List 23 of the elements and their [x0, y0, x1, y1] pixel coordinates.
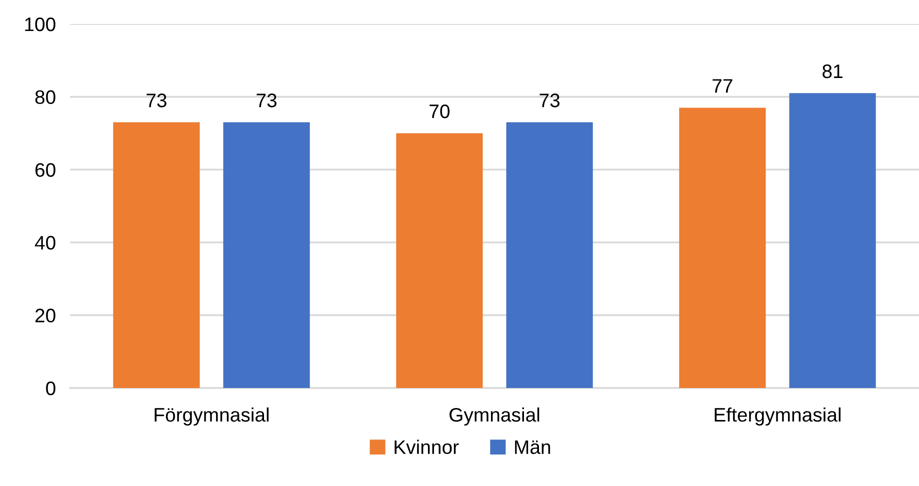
- bar: [223, 122, 310, 388]
- data-label: 73: [146, 94, 166, 108]
- bar: [396, 133, 483, 388]
- data-label: 73: [540, 94, 560, 108]
- bar: [113, 122, 200, 388]
- y-tick-label: 80: [35, 90, 56, 104]
- legend-label: Män: [515, 440, 550, 454]
- bar: [506, 122, 593, 388]
- bar: [679, 108, 766, 388]
- y-tick-label: 40: [34, 236, 56, 250]
- y-tick-label: 60: [35, 163, 56, 177]
- data-label: 73: [256, 94, 277, 108]
- x-tick-label: Eftergymnasial: [714, 407, 841, 426]
- y-tick-label: 100: [25, 17, 56, 32]
- data-label: 70: [430, 104, 450, 118]
- y-tick-label: 0: [46, 381, 56, 396]
- legend-label: Kvinnor: [394, 440, 459, 454]
- bar: [789, 93, 876, 388]
- data-label: 81: [822, 64, 842, 78]
- x-tick-label: Gymnasial: [450, 407, 540, 426]
- data-label: 77: [712, 79, 732, 93]
- y-tick-label: 20: [35, 308, 56, 322]
- x-tick-label: Förgymnasial: [154, 407, 269, 426]
